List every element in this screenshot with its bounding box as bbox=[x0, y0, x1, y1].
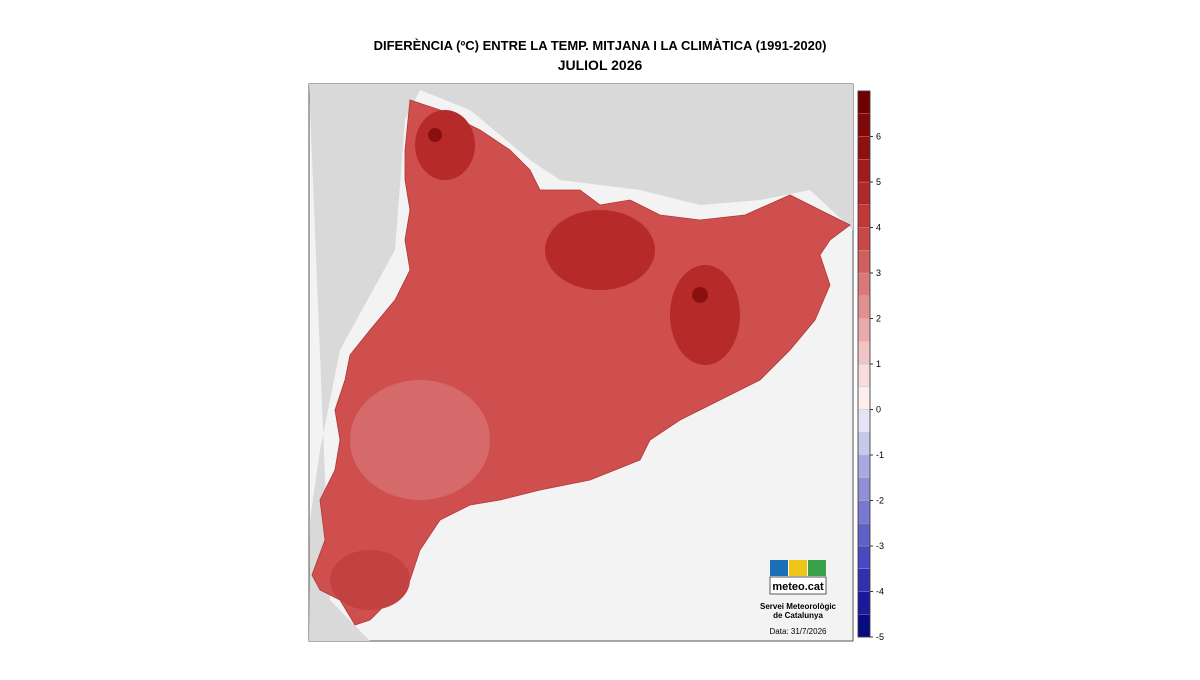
colorbar-band bbox=[857, 227, 871, 251]
logo-box bbox=[769, 576, 827, 595]
colorbar-band bbox=[857, 204, 871, 228]
colorbar-band bbox=[857, 523, 871, 547]
org-name: de Catalunya bbox=[773, 611, 823, 620]
colorbar: 6 5 4 3 2 1 0 -1 -2 -3 -4 -5 bbox=[857, 90, 884, 642]
colorbar-band bbox=[857, 568, 871, 592]
anomaly-area bbox=[428, 128, 442, 142]
colorbar-band bbox=[857, 90, 871, 114]
colorbar-band bbox=[857, 409, 871, 433]
colorbar-band bbox=[857, 272, 871, 296]
colorbar-band bbox=[857, 113, 871, 137]
colorbar-tick-label: -3 bbox=[876, 541, 884, 551]
relief bbox=[309, 84, 853, 641]
colorbar-band bbox=[857, 159, 871, 183]
map-date: Data: 31/7/2026 bbox=[770, 627, 827, 636]
anomaly-area bbox=[545, 210, 655, 290]
anomaly-area bbox=[350, 380, 490, 500]
colorbar-band bbox=[857, 250, 871, 274]
colorbar-tick-label: -2 bbox=[876, 496, 884, 506]
colorbar-band bbox=[857, 386, 871, 410]
colorbar-tick-label: 5 bbox=[876, 177, 881, 187]
colorbar-band bbox=[857, 181, 871, 205]
logo-block bbox=[789, 560, 807, 576]
colorbar-tick-label: -4 bbox=[876, 587, 884, 597]
map bbox=[308, 83, 854, 642]
colorbar-band bbox=[857, 500, 871, 524]
org-name: Servei Meteorològic bbox=[760, 602, 837, 611]
logo-block bbox=[808, 560, 826, 576]
anomaly-area bbox=[415, 110, 475, 180]
logo-block bbox=[770, 560, 788, 576]
colorbar-band bbox=[857, 136, 871, 160]
anomaly-area bbox=[330, 550, 410, 610]
anomaly-area bbox=[670, 265, 740, 365]
colorbar-band bbox=[857, 363, 871, 387]
colorbar-tick-label: -1 bbox=[876, 450, 884, 460]
colorbar-band bbox=[857, 295, 871, 319]
colorbar-tick-label: 6 bbox=[876, 132, 881, 142]
logo: meteo.cat Servei Meteorològic de Catalun… bbox=[760, 560, 837, 636]
colorbar-tick-label: 3 bbox=[876, 268, 881, 278]
colorbar-band bbox=[857, 454, 871, 478]
colorbar-band bbox=[857, 432, 871, 456]
colorbar-band bbox=[857, 614, 871, 638]
map-title: DIFERÈNCIA (ºC) ENTRE LA TEMP. MITJANA I… bbox=[374, 38, 827, 53]
logo-brand: meteo.cat bbox=[772, 581, 824, 593]
colorbar-band bbox=[857, 318, 871, 342]
colorbar-band bbox=[857, 591, 871, 615]
colorbar-band bbox=[857, 477, 871, 501]
colorbar-tick-label: 2 bbox=[876, 314, 881, 324]
colorbar-tick-label: -5 bbox=[876, 632, 884, 642]
map-subtitle: JULIOL 2026 bbox=[558, 57, 643, 73]
colorbar-band bbox=[857, 341, 871, 365]
colorbar-tick-label: 0 bbox=[876, 405, 881, 415]
colorbar-tick-label: 1 bbox=[876, 359, 881, 369]
anomaly-area bbox=[692, 287, 708, 303]
colorbar-band bbox=[857, 545, 871, 569]
colorbar-tick-label: 4 bbox=[876, 223, 881, 233]
